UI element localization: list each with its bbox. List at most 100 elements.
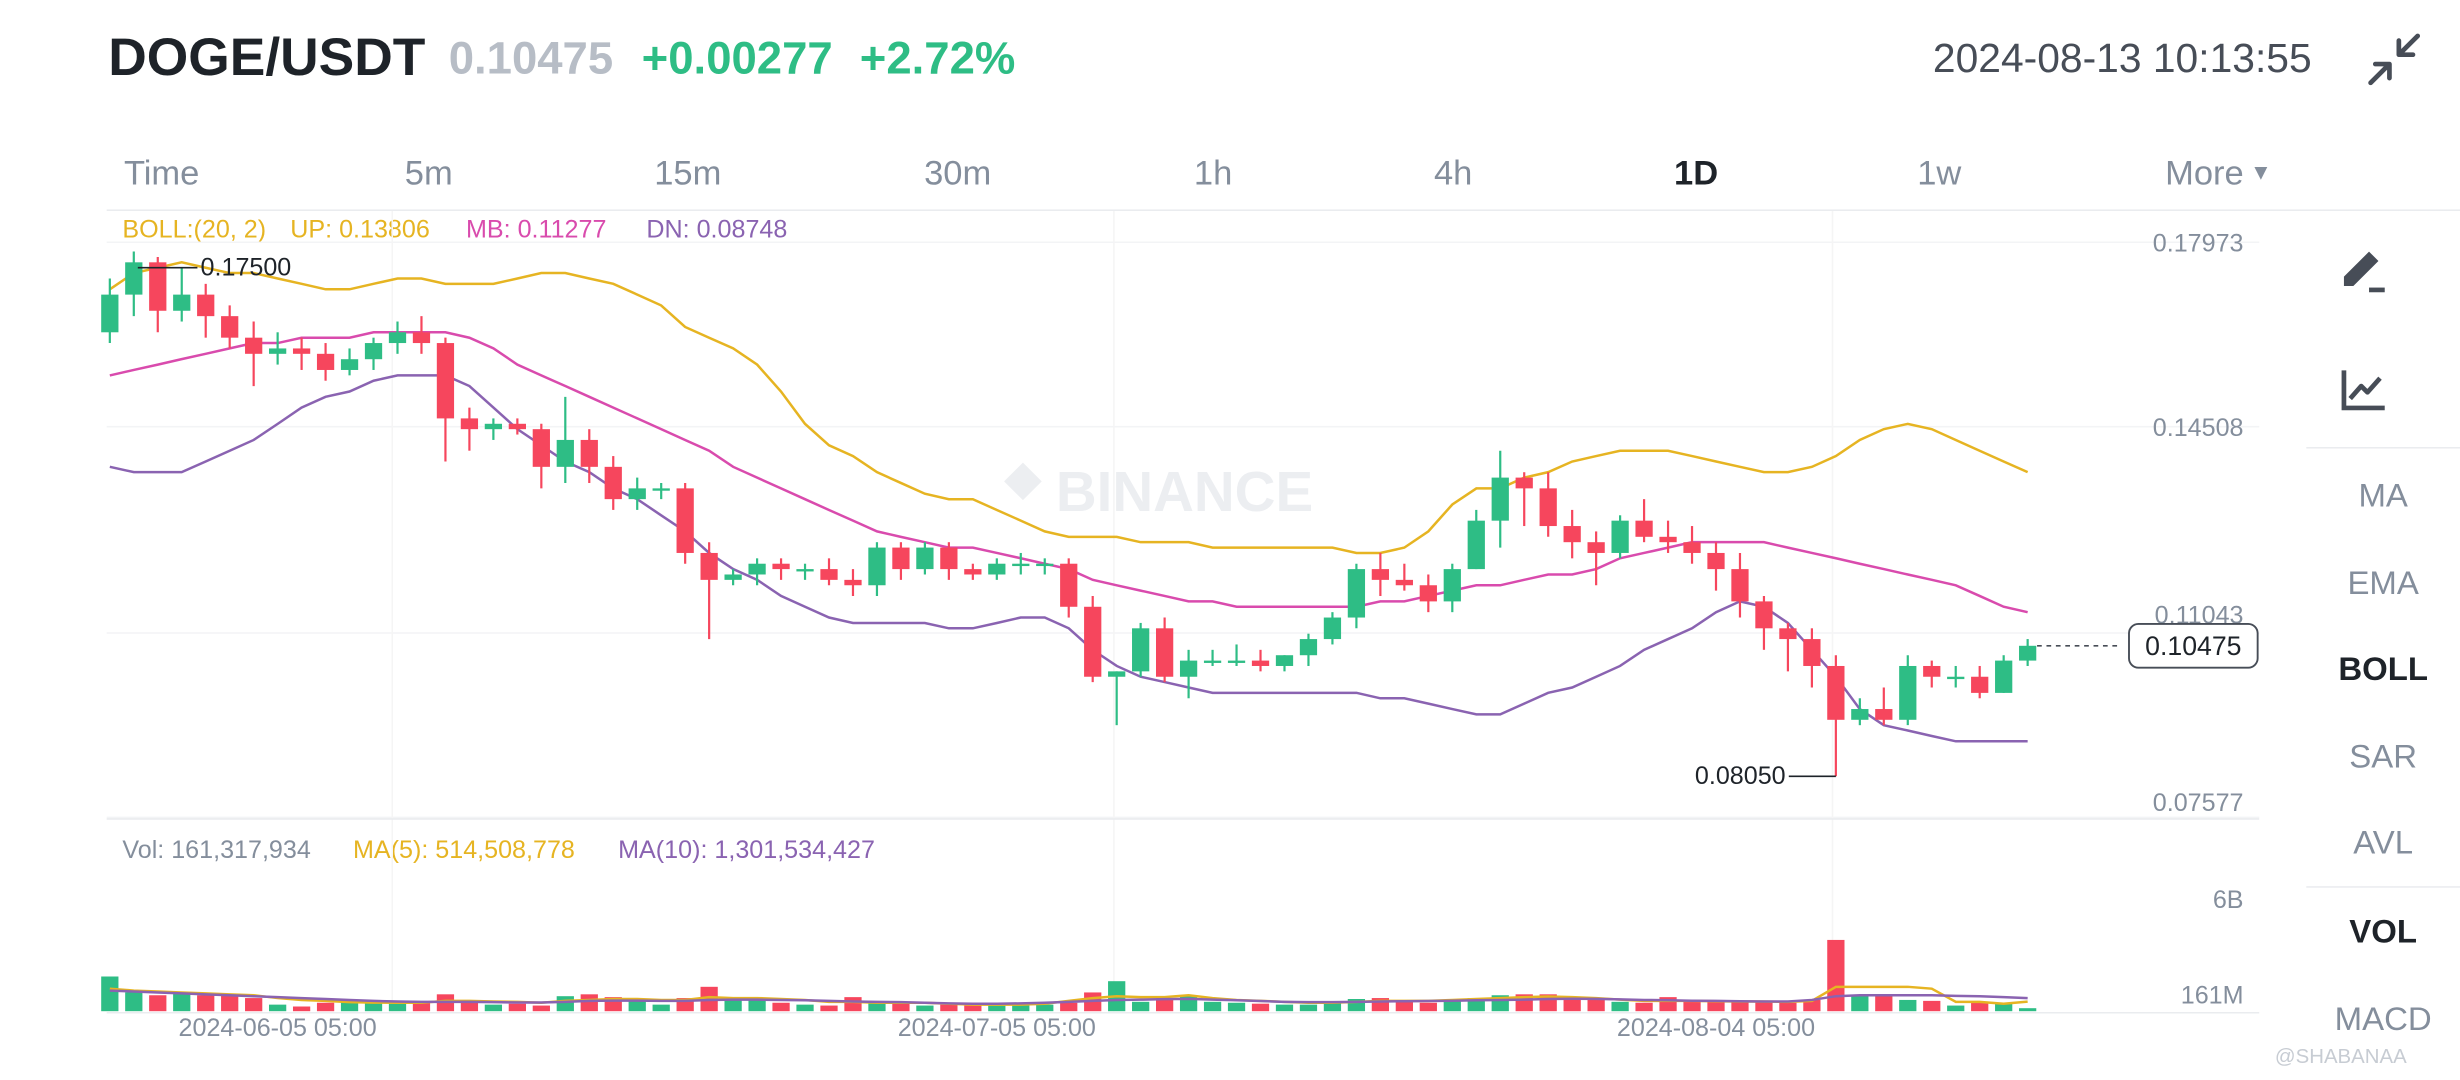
volume-bar [1923, 1000, 1941, 1012]
volume-bar [1227, 1002, 1246, 1012]
indicator-boll-button[interactable]: BOLL [2338, 651, 2428, 688]
indicator-sar-button[interactable]: SAR [2349, 739, 2418, 776]
candle [1060, 558, 1078, 618]
volume-bar [1899, 999, 1917, 1012]
credit-watermark: @SHABANAA [2274, 1044, 2407, 1068]
indicator-ema-button[interactable]: EMA [2347, 565, 2419, 602]
indicator-ma-button[interactable]: MA [2358, 478, 2408, 515]
candle [412, 316, 431, 354]
candle-body [988, 563, 1006, 575]
volume-bar [1995, 1002, 2013, 1012]
candle-body [1563, 526, 1581, 543]
candle-body [1419, 585, 1437, 602]
tab-1h[interactable]: 1h [1193, 153, 1233, 193]
candle [1012, 552, 1030, 575]
candle [1275, 655, 1294, 672]
candle [460, 407, 479, 451]
candle-body [964, 569, 982, 575]
candle-body [1443, 569, 1461, 602]
candle-body [628, 488, 646, 500]
candle-body [1036, 563, 1054, 567]
volume-bar [988, 1005, 1006, 1012]
candle-body [173, 294, 191, 311]
boll-lower-line [109, 374, 2028, 743]
interval-tabs: Time 5m 15m 30m 1h 4h 1D 1w More ▼ [0, 144, 2460, 210]
volume-bar [221, 995, 239, 1012]
candle-body [292, 348, 311, 354]
drawing-pencil-icon[interactable] [2335, 242, 2391, 298]
candle [1132, 622, 1150, 677]
current-price-tag [2128, 622, 2259, 669]
candle [1827, 655, 1845, 777]
candle-body [1611, 520, 1629, 553]
volume-bar [1635, 1002, 1653, 1012]
candle-body [1539, 488, 1557, 527]
tabs-divider [106, 209, 2460, 211]
candle-body [316, 353, 335, 370]
volume-bar [340, 1001, 359, 1012]
candle [1707, 542, 1725, 591]
candle-body [125, 262, 143, 295]
collapse-arrows-icon[interactable] [2366, 31, 2422, 87]
candle-body [1012, 563, 1030, 567]
candle [340, 348, 359, 376]
volume-bar [868, 1002, 886, 1012]
tab-1d[interactable]: 1D [1674, 153, 1719, 193]
indicator-macd-button[interactable]: MACD [2334, 1001, 2432, 1038]
candle-body [1995, 660, 2013, 693]
caret-down-icon: ▼ [2249, 159, 2272, 185]
volume-bar [748, 999, 766, 1012]
tab-more[interactable]: More ▼ [2165, 153, 2272, 194]
tab-30m[interactable]: 30m [924, 153, 992, 193]
candle-body [1323, 617, 1342, 640]
candle [1971, 665, 1989, 699]
candle-body [484, 423, 503, 430]
binance-logo-icon [1004, 462, 1042, 501]
volume-bar [1779, 1002, 1797, 1012]
candle [197, 283, 215, 338]
candle [149, 256, 167, 333]
indicator-vol-button[interactable]: VOL [2349, 914, 2418, 951]
volume-bar [1731, 1001, 1749, 1012]
candle-body [1923, 665, 1941, 677]
candle [652, 482, 670, 500]
candle [748, 558, 766, 586]
tab-4h[interactable]: 4h [1433, 153, 1473, 193]
candle-body [1275, 655, 1294, 666]
candle [1779, 622, 1797, 672]
side-divider [2306, 886, 2460, 888]
pair-title: DOGE/USDT [108, 28, 426, 88]
tab-1w[interactable]: 1w [1917, 153, 1962, 193]
candle-body [796, 569, 814, 572]
volume-bar [1132, 1001, 1150, 1012]
volume-bar [388, 1003, 407, 1012]
candle-body [1947, 676, 1965, 680]
candle-body [652, 488, 670, 491]
indicator-chart-icon[interactable] [2335, 361, 2391, 417]
volume-bar [580, 994, 598, 1012]
volume-bar [1299, 1004, 1318, 1012]
indicator-avl-button[interactable]: AVL [2353, 825, 2414, 862]
volume-bar [1971, 1002, 1989, 1012]
candle-body [2019, 645, 2037, 661]
candle [1179, 649, 1198, 699]
volume-bar [796, 1004, 814, 1012]
candle [1755, 596, 1773, 650]
volume-axis-label: 6B [2213, 886, 2244, 914]
tab-time[interactable]: Time [123, 153, 200, 193]
volume-bar [1443, 1000, 1461, 1012]
candle [1467, 509, 1485, 570]
candle-body [1875, 709, 1893, 720]
volume-bar [245, 998, 263, 1012]
candle [245, 321, 263, 387]
tab-15m[interactable]: 15m [654, 153, 722, 193]
candle-body [197, 294, 215, 317]
volume-bar [1947, 1005, 1965, 1012]
time-axis-label: 2024-06-05 05:00 [179, 1014, 377, 1042]
candle [724, 569, 742, 586]
tab-5m[interactable]: 5m [404, 153, 453, 193]
candle [1563, 509, 1581, 559]
candle-body [724, 574, 742, 580]
candle [1659, 520, 1677, 553]
